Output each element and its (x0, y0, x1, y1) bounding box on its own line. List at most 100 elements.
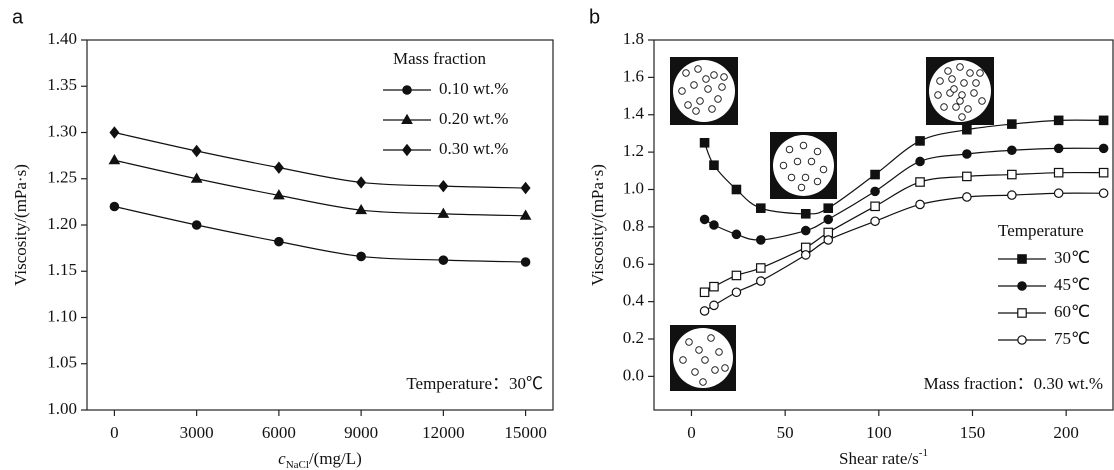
x-tick-label: 0 (110, 423, 119, 442)
marker (438, 255, 449, 265)
marker (273, 189, 285, 200)
y-tick-label: 1.15 (47, 260, 77, 279)
marker (699, 214, 710, 225)
x-tick-label: 15000 (504, 423, 547, 442)
marker (1098, 188, 1109, 199)
series-line (114, 159, 526, 217)
marker (191, 220, 202, 230)
legend-marker (1017, 254, 1027, 264)
legend-marker (1017, 281, 1027, 291)
y-tick-label: 0.0 (623, 365, 644, 384)
marker (356, 251, 366, 262)
x-axis-label: cNaCl/(mg/L) (278, 449, 362, 470)
legend-label: 0.20 wt.% (439, 109, 508, 128)
inset-droplet (948, 75, 956, 83)
inset-droplet (787, 173, 796, 182)
marker (962, 192, 972, 202)
marker (870, 169, 880, 180)
series-line (114, 131, 526, 189)
marker (823, 235, 834, 245)
marker (709, 160, 719, 171)
inset-droplet (720, 73, 728, 81)
inset-droplet (721, 364, 729, 372)
legend-marker (1017, 308, 1027, 318)
annotation: Mass fraction：0.30 wt.% (924, 374, 1103, 393)
inset-droplet (682, 69, 690, 77)
marker (755, 235, 766, 245)
inset-droplet (936, 77, 944, 85)
legend-marker (402, 143, 412, 157)
marker (800, 225, 811, 236)
x-tick-label: 9000 (344, 423, 378, 442)
legend-label: 0.30 wt.% (439, 139, 508, 158)
y-tick-label: 1.30 (47, 121, 77, 140)
inset-droplet (678, 87, 686, 95)
marker (709, 220, 719, 230)
marker (870, 201, 880, 212)
inset-droplet (707, 334, 715, 342)
marker (273, 161, 284, 174)
inset-droplet (964, 105, 972, 113)
x-tick-label: 50 (777, 423, 794, 442)
marker (1098, 143, 1109, 154)
inset-droplet (976, 69, 984, 77)
inset-droplet (711, 366, 719, 374)
inset-droplet (813, 147, 822, 156)
y-tick-label: 0.6 (623, 253, 644, 272)
plot-frame (653, 39, 1114, 411)
y-axis-label: Viscosity/(mPa·s) (588, 164, 607, 286)
marker (109, 201, 120, 212)
inset-droplet (695, 346, 703, 354)
inset-droplet (685, 338, 693, 346)
marker (520, 257, 531, 267)
marker (699, 137, 710, 148)
y-tick-label: 0.8 (623, 216, 644, 235)
x-axis-label-sup: -1 (919, 447, 928, 459)
inset-droplet (684, 101, 692, 109)
x-tick-label: 100 (866, 423, 892, 442)
legend-label: 75℃ (1054, 329, 1090, 348)
inset-droplet (952, 103, 960, 111)
inset-droplet (690, 81, 698, 89)
marker (699, 287, 710, 298)
legend-marker (401, 113, 413, 124)
x-tick-label: 0 (687, 423, 696, 442)
inset-droplet (972, 79, 980, 87)
inset-droplet (704, 85, 712, 93)
inset-droplet (710, 71, 718, 79)
panel-label: b (589, 6, 600, 28)
legend-label: 60℃ (1054, 302, 1090, 321)
y-tick-label: 1.25 (47, 168, 77, 187)
marker (1007, 190, 1017, 200)
marker (1007, 119, 1017, 129)
inset-droplet (950, 85, 958, 93)
x-tick-label: 12000 (422, 423, 465, 442)
y-tick-label: 1.05 (47, 353, 77, 372)
marker (915, 156, 925, 167)
marker (355, 203, 367, 215)
marker (108, 154, 121, 165)
marker (755, 263, 766, 273)
x-tick-label: 3000 (180, 423, 214, 442)
inset-droplet (679, 356, 687, 364)
inset-droplet (714, 95, 722, 103)
marker (274, 236, 284, 247)
y-tick-label: 1.0 (623, 178, 644, 197)
y-tick-label: 1.10 (47, 306, 77, 325)
inset-droplet (956, 63, 964, 71)
marker (1007, 169, 1017, 180)
inset-droplet (702, 75, 710, 83)
marker (755, 203, 766, 213)
inset-droplet (785, 145, 794, 154)
marker (191, 144, 202, 158)
marker (731, 287, 742, 298)
inset-droplet (944, 67, 952, 75)
marker (109, 126, 120, 139)
inset-droplet (807, 157, 816, 166)
marker (915, 199, 925, 210)
marker (870, 186, 880, 197)
legend-marker (402, 85, 412, 95)
marker (823, 214, 834, 225)
inset-droplet (960, 79, 968, 87)
marker (437, 207, 450, 218)
